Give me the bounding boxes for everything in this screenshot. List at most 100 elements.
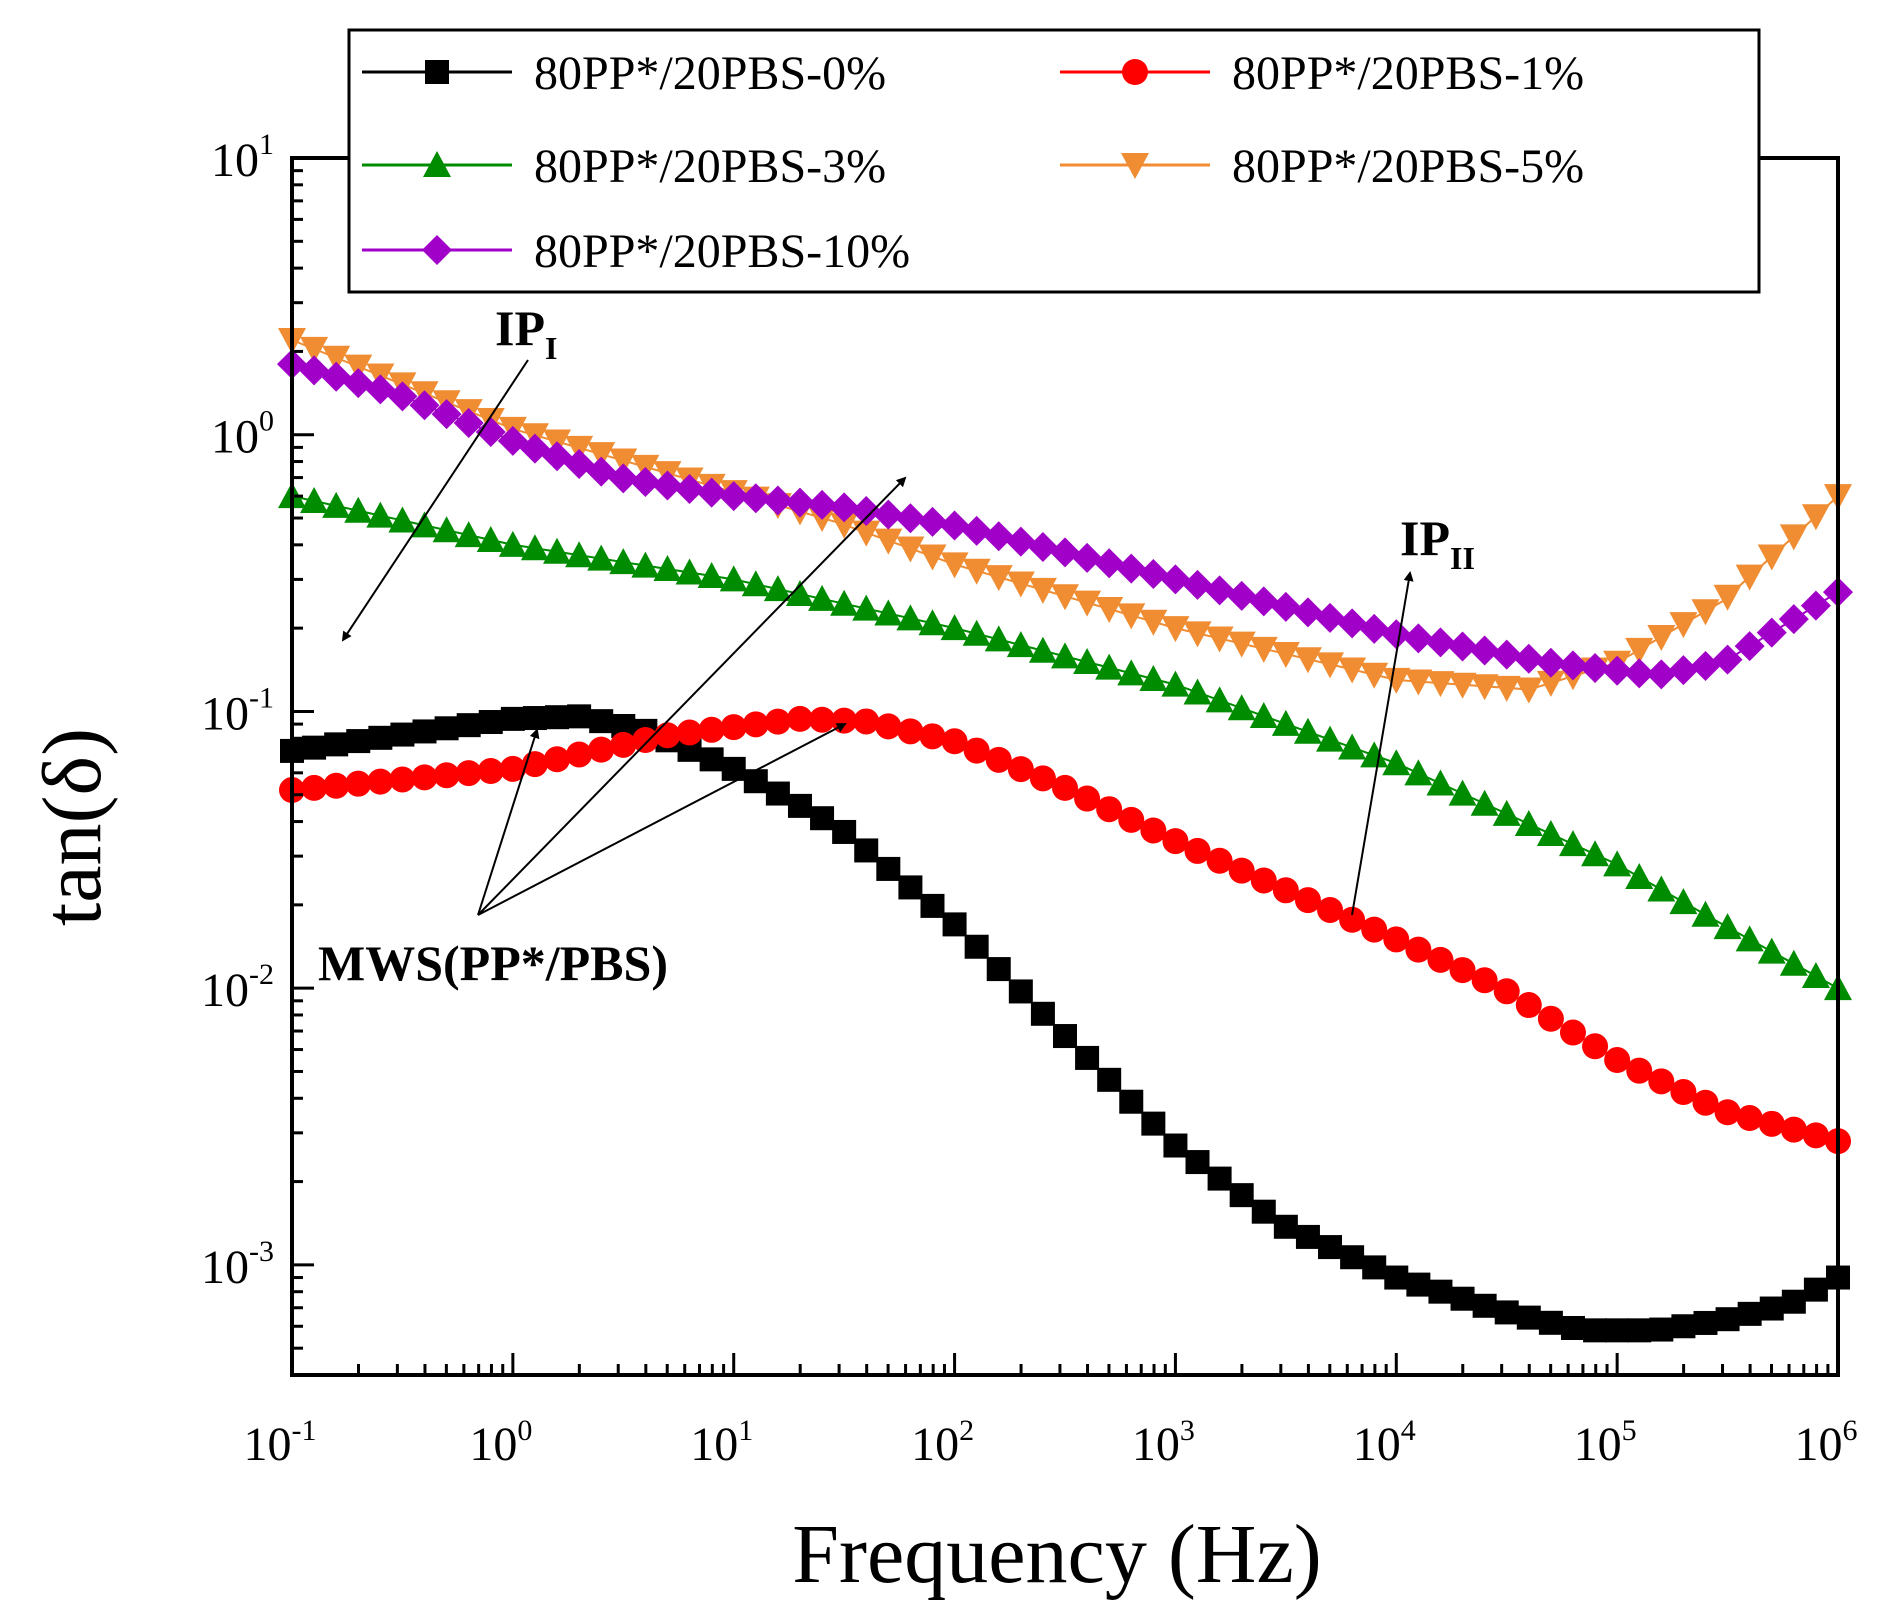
data-point xyxy=(1403,623,1434,654)
data-point xyxy=(1139,664,1168,691)
data-point xyxy=(876,856,901,881)
data-point xyxy=(918,609,947,636)
legend-frame xyxy=(347,28,1761,294)
data-point xyxy=(544,746,571,773)
data-point xyxy=(476,525,505,552)
data-point xyxy=(1558,830,1587,857)
data-point xyxy=(1669,888,1698,915)
x-tick-label: 104 xyxy=(1353,1414,1416,1471)
data-point xyxy=(830,589,859,616)
y-tick-label: 10-1 xyxy=(201,681,274,740)
data-point xyxy=(1248,586,1279,617)
data-point xyxy=(1384,1265,1409,1290)
data-point xyxy=(1404,669,1433,696)
data-point xyxy=(1469,635,1500,666)
data-point xyxy=(1362,1255,1387,1280)
data-point xyxy=(1470,674,1499,701)
data-point xyxy=(1184,837,1211,864)
data-point xyxy=(608,463,639,494)
data-point xyxy=(1227,694,1256,721)
data-point xyxy=(1318,1235,1343,1260)
data-point xyxy=(939,510,970,541)
data-point xyxy=(323,772,350,799)
data-point xyxy=(1340,1245,1365,1270)
data-point xyxy=(1690,650,1721,681)
data-point xyxy=(456,713,481,738)
data-point xyxy=(1515,992,1542,1019)
data-point xyxy=(1006,571,1035,598)
data-point xyxy=(1006,631,1035,658)
data-point xyxy=(1426,671,1455,698)
data-point xyxy=(1052,774,1078,801)
data-point xyxy=(322,491,351,518)
data-point xyxy=(1382,667,1411,694)
data-point xyxy=(1671,1314,1696,1339)
data-point xyxy=(1581,840,1610,867)
data-point xyxy=(1778,604,1809,635)
data-point xyxy=(1713,584,1742,611)
data-point xyxy=(898,875,923,900)
data-point xyxy=(764,708,791,735)
data-point xyxy=(1072,542,1103,573)
data-point xyxy=(829,492,860,523)
data-point xyxy=(344,354,373,381)
data-point xyxy=(920,893,945,918)
data-point xyxy=(1183,621,1212,648)
data-point xyxy=(1073,648,1102,675)
data-point xyxy=(1802,1122,1829,1149)
legend-label: 80PP*/20PBS-1% xyxy=(1232,47,1584,100)
data-point xyxy=(1272,877,1299,904)
data-point xyxy=(917,506,948,537)
data-point xyxy=(1670,1079,1697,1106)
data-point xyxy=(1315,602,1346,633)
legend-label: 80PP*/20PBS-10% xyxy=(534,225,910,278)
data-point xyxy=(1050,537,1080,568)
data-point xyxy=(1182,569,1213,600)
data-point xyxy=(1492,675,1521,702)
data-point xyxy=(1734,631,1765,662)
data-point xyxy=(698,716,725,743)
data-point xyxy=(1317,896,1344,923)
data-point xyxy=(1163,1133,1188,1158)
data-point xyxy=(631,551,660,578)
data-point xyxy=(587,442,616,469)
data-point xyxy=(434,716,459,741)
data-point xyxy=(1780,1116,1807,1143)
data-point xyxy=(1603,850,1632,877)
data-point xyxy=(961,515,992,546)
data-point xyxy=(586,456,617,487)
data-point xyxy=(1736,1105,1763,1132)
data-point xyxy=(696,477,727,508)
annotation-arrow xyxy=(477,476,907,916)
data-point xyxy=(810,806,835,831)
data-point xyxy=(962,619,991,646)
data-point xyxy=(1757,937,1786,964)
data-point xyxy=(897,718,924,745)
data-point xyxy=(300,486,329,513)
legend-marker xyxy=(425,60,449,84)
x-tick-label: 100 xyxy=(469,1414,532,1471)
data-point xyxy=(1602,655,1633,686)
data-point xyxy=(832,819,857,844)
data-point xyxy=(365,374,396,405)
data-point xyxy=(1513,643,1544,674)
y-tick-label: 10-2 xyxy=(201,958,274,1017)
data-point xyxy=(1737,1301,1762,1326)
data-point xyxy=(1800,590,1831,621)
data-point xyxy=(1053,1024,1077,1049)
data-point xyxy=(630,466,661,497)
data-point xyxy=(1270,591,1301,622)
data-point xyxy=(1758,1110,1785,1137)
data-point xyxy=(918,544,947,571)
data-point xyxy=(299,355,330,386)
data-point xyxy=(498,530,527,557)
data-point xyxy=(1097,1067,1122,1092)
data-point xyxy=(1030,1001,1055,1026)
data-point xyxy=(343,368,374,399)
axes: 10-1 100 101 102 103 104 105 106 10-3 10-2 10-1 100… xyxy=(201,128,1858,1471)
data-point xyxy=(985,746,1012,773)
data-point xyxy=(1447,631,1478,662)
data-point xyxy=(455,760,482,787)
data-point xyxy=(1361,916,1388,943)
data-point xyxy=(453,408,484,439)
